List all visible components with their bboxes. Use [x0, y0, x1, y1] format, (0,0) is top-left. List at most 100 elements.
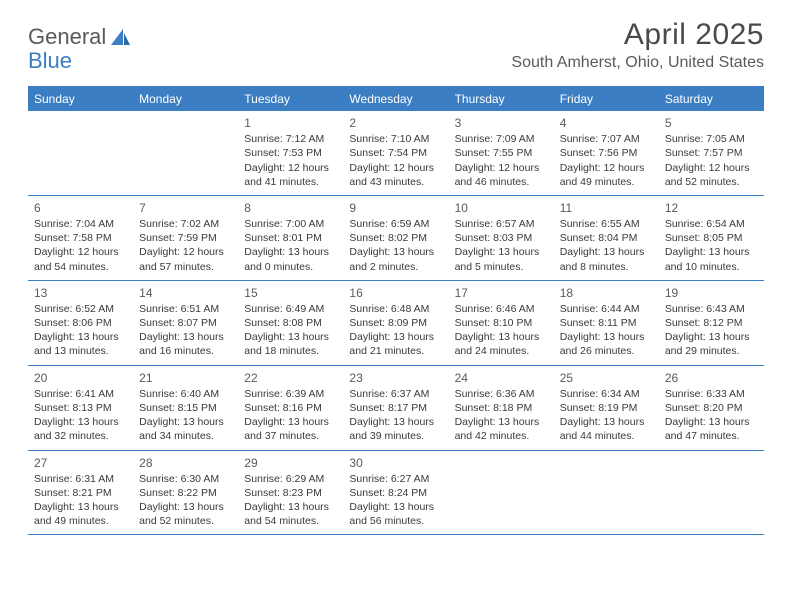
week-row: 27Sunrise: 6:31 AMSunset: 8:21 PMDayligh… [28, 451, 764, 536]
daylight-text: and 24 minutes. [455, 344, 548, 358]
day-number: 14 [139, 285, 232, 301]
sunrise-text: Sunrise: 7:04 AM [34, 217, 127, 231]
day-cell: 13Sunrise: 6:52 AMSunset: 8:06 PMDayligh… [28, 281, 133, 365]
daylight-text: and 8 minutes. [560, 260, 653, 274]
sunrise-text: Sunrise: 7:02 AM [139, 217, 232, 231]
sunset-text: Sunset: 8:03 PM [455, 231, 548, 245]
daylight-text: and 42 minutes. [455, 429, 548, 443]
day-cell: 9Sunrise: 6:59 AMSunset: 8:02 PMDaylight… [343, 196, 448, 280]
daylight-text: Daylight: 13 hours [455, 330, 548, 344]
daylight-text: Daylight: 13 hours [560, 330, 653, 344]
sunset-text: Sunset: 8:05 PM [665, 231, 758, 245]
day-cell: 23Sunrise: 6:37 AMSunset: 8:17 PMDayligh… [343, 366, 448, 450]
sunset-text: Sunset: 8:07 PM [139, 316, 232, 330]
day-cell: 7Sunrise: 7:02 AMSunset: 7:59 PMDaylight… [133, 196, 238, 280]
daylight-text: Daylight: 13 hours [455, 415, 548, 429]
logo-word2: Blue [28, 48, 72, 74]
sunset-text: Sunset: 8:09 PM [349, 316, 442, 330]
sunrise-text: Sunrise: 6:55 AM [560, 217, 653, 231]
sunrise-text: Sunrise: 6:37 AM [349, 387, 442, 401]
day-number: 12 [665, 200, 758, 216]
day-number: 11 [560, 200, 653, 216]
daylight-text: and 43 minutes. [349, 175, 442, 189]
empty-cell [554, 451, 659, 535]
day-number: 6 [34, 200, 127, 216]
sunrise-text: Sunrise: 6:34 AM [560, 387, 653, 401]
sunset-text: Sunset: 8:24 PM [349, 486, 442, 500]
day-number: 22 [244, 370, 337, 386]
sunrise-text: Sunrise: 7:10 AM [349, 132, 442, 146]
logo-sail-icon [110, 27, 132, 47]
daylight-text: and 52 minutes. [139, 514, 232, 528]
day-number: 25 [560, 370, 653, 386]
day-cell: 5Sunrise: 7:05 AMSunset: 7:57 PMDaylight… [659, 111, 764, 195]
daylight-text: and 16 minutes. [139, 344, 232, 358]
day-cell: 29Sunrise: 6:29 AMSunset: 8:23 PMDayligh… [238, 451, 343, 535]
day-cell: 10Sunrise: 6:57 AMSunset: 8:03 PMDayligh… [449, 196, 554, 280]
daylight-text: and 29 minutes. [665, 344, 758, 358]
sunrise-text: Sunrise: 6:40 AM [139, 387, 232, 401]
day-number: 30 [349, 455, 442, 471]
daylight-text: Daylight: 12 hours [665, 161, 758, 175]
day-number: 15 [244, 285, 337, 301]
sunset-text: Sunset: 8:10 PM [455, 316, 548, 330]
day-cell: 22Sunrise: 6:39 AMSunset: 8:16 PMDayligh… [238, 366, 343, 450]
sunset-text: Sunset: 8:06 PM [34, 316, 127, 330]
daylight-text: and 26 minutes. [560, 344, 653, 358]
day-cell: 21Sunrise: 6:40 AMSunset: 8:15 PMDayligh… [133, 366, 238, 450]
daylight-text: Daylight: 13 hours [560, 415, 653, 429]
daylight-text: Daylight: 13 hours [139, 415, 232, 429]
daylight-text: and 41 minutes. [244, 175, 337, 189]
day-number: 7 [139, 200, 232, 216]
daylight-text: Daylight: 13 hours [560, 245, 653, 259]
daylight-text: Daylight: 13 hours [244, 415, 337, 429]
sunset-text: Sunset: 8:18 PM [455, 401, 548, 415]
sunrise-text: Sunrise: 7:05 AM [665, 132, 758, 146]
empty-cell [659, 451, 764, 535]
sunrise-text: Sunrise: 7:09 AM [455, 132, 548, 146]
sunset-text: Sunset: 8:04 PM [560, 231, 653, 245]
day-number: 21 [139, 370, 232, 386]
daylight-text: and 10 minutes. [665, 260, 758, 274]
sunrise-text: Sunrise: 6:33 AM [665, 387, 758, 401]
sunrise-text: Sunrise: 6:29 AM [244, 472, 337, 486]
week-row: 13Sunrise: 6:52 AMSunset: 8:06 PMDayligh… [28, 281, 764, 366]
day-cell: 17Sunrise: 6:46 AMSunset: 8:10 PMDayligh… [449, 281, 554, 365]
daylight-text: and 39 minutes. [349, 429, 442, 443]
sunset-text: Sunset: 8:22 PM [139, 486, 232, 500]
day-number: 8 [244, 200, 337, 216]
day-cell: 3Sunrise: 7:09 AMSunset: 7:55 PMDaylight… [449, 111, 554, 195]
daylight-text: Daylight: 13 hours [34, 415, 127, 429]
daylight-text: Daylight: 12 hours [34, 245, 127, 259]
daylight-text: Daylight: 12 hours [244, 161, 337, 175]
daylight-text: Daylight: 13 hours [349, 415, 442, 429]
day-number: 4 [560, 115, 653, 131]
day-number: 13 [34, 285, 127, 301]
day-number: 10 [455, 200, 548, 216]
daylight-text: and 0 minutes. [244, 260, 337, 274]
weekday-header: Saturday [659, 88, 764, 111]
page: General April 2025 South Amherst, Ohio, … [0, 0, 792, 545]
sunrise-text: Sunrise: 7:00 AM [244, 217, 337, 231]
header: General April 2025 South Amherst, Ohio, … [28, 18, 764, 72]
week-row: 1Sunrise: 7:12 AMSunset: 7:53 PMDaylight… [28, 111, 764, 196]
sunset-text: Sunset: 7:59 PM [139, 231, 232, 245]
daylight-text: and 54 minutes. [244, 514, 337, 528]
daylight-text: Daylight: 12 hours [349, 161, 442, 175]
sunset-text: Sunset: 7:58 PM [34, 231, 127, 245]
daylight-text: Daylight: 13 hours [34, 500, 127, 514]
day-number: 18 [560, 285, 653, 301]
empty-cell [28, 111, 133, 195]
daylight-text: Daylight: 12 hours [139, 245, 232, 259]
day-cell: 25Sunrise: 6:34 AMSunset: 8:19 PMDayligh… [554, 366, 659, 450]
location-text: South Amherst, Ohio, United States [511, 54, 764, 72]
sunrise-text: Sunrise: 6:36 AM [455, 387, 548, 401]
day-cell: 16Sunrise: 6:48 AMSunset: 8:09 PMDayligh… [343, 281, 448, 365]
daylight-text: and 46 minutes. [455, 175, 548, 189]
sunset-text: Sunset: 8:23 PM [244, 486, 337, 500]
page-title: April 2025 [511, 18, 764, 52]
weekday-header: Friday [554, 88, 659, 111]
calendar: SundayMondayTuesdayWednesdayThursdayFrid… [28, 86, 764, 535]
daylight-text: Daylight: 12 hours [455, 161, 548, 175]
daylight-text: and 13 minutes. [34, 344, 127, 358]
